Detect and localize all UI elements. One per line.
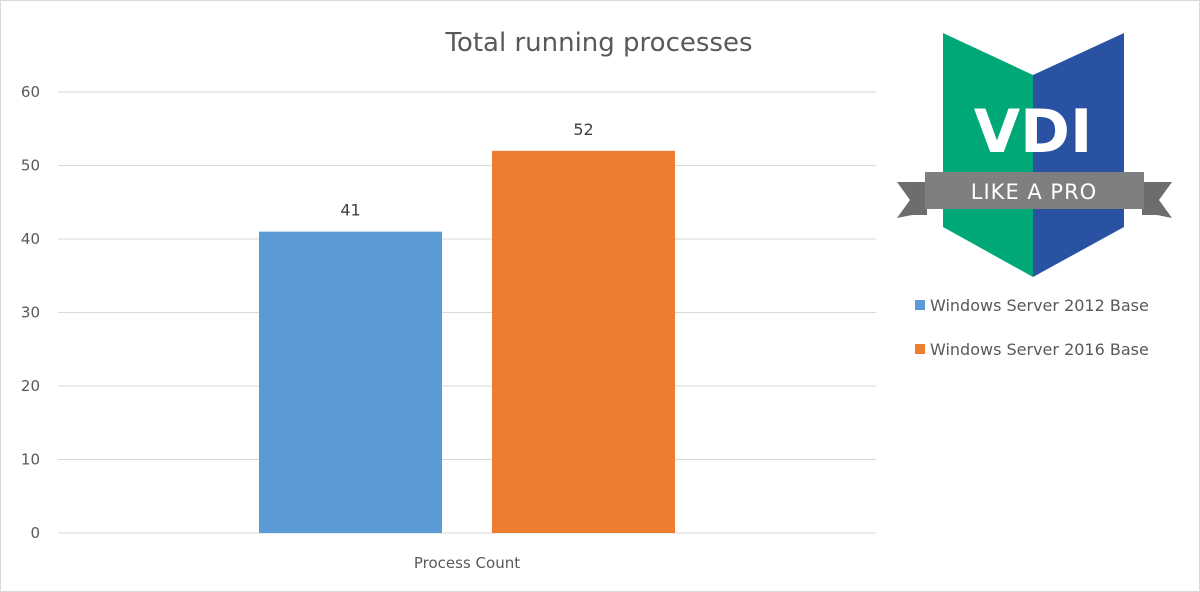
logo-text-vdi: VDI <box>974 97 1093 167</box>
legend-swatch-2016 <box>915 344 925 354</box>
logo-shield-right <box>1033 33 1124 277</box>
bar-2016 <box>492 150 675 534</box>
logo-shield-left <box>943 33 1033 277</box>
chart-title: Total running processes <box>444 28 752 58</box>
data-label: 52 <box>573 120 593 139</box>
y-tick-label: 30 <box>21 304 40 322</box>
logo-ribbon <box>925 172 1144 209</box>
logo-ribbon-right-tail <box>1142 182 1172 218</box>
y-tick-label: 20 <box>21 377 40 395</box>
logo-ribbon-left-tail <box>897 182 927 218</box>
y-tick-label: 10 <box>21 451 40 469</box>
logo-text-ribbon: LIKE A PRO <box>971 180 1097 204</box>
y-tick-label: 0 <box>30 524 40 542</box>
legend-label-2012: Windows Server 2012 Base <box>930 296 1149 315</box>
y-tick-label: 50 <box>21 157 40 175</box>
legend-label-2016: Windows Server 2016 Base <box>930 340 1149 359</box>
data-label: 41 <box>340 201 360 220</box>
legend-swatch-2012 <box>915 300 925 310</box>
x-category-label: Process Count <box>414 554 520 572</box>
bar-2012 <box>259 231 442 533</box>
y-tick-label: 60 <box>21 83 40 101</box>
vdi-like-a-pro-logo: VDI LIKE A PRO <box>897 33 1172 277</box>
legend: Windows Server 2012 Base Windows Server … <box>915 296 1149 359</box>
y-tick-label: 40 <box>21 230 40 248</box>
